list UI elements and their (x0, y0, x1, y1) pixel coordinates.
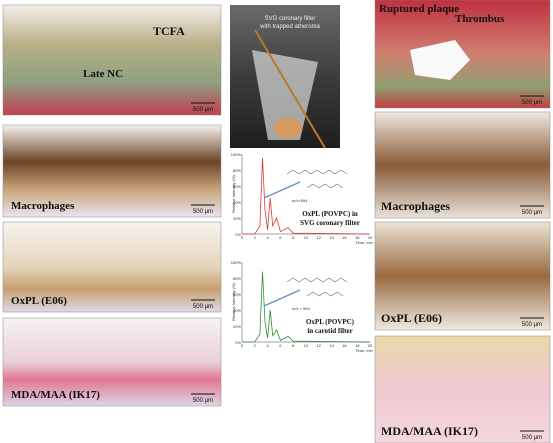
y-tick-label: 20% (233, 216, 241, 221)
micrograph (2, 221, 222, 313)
y-tick-label: 0% (235, 340, 241, 345)
x-tick-label: 20 (368, 343, 373, 348)
chromatogram-caption: in carotid filter (307, 327, 352, 335)
x-tick-label: 14 (329, 343, 334, 348)
y-tick-label: 100% (231, 260, 242, 265)
y-axis-label: Relative Intensity (%) (231, 282, 236, 320)
arrow (263, 289, 301, 307)
panel-label: MDA/MAA (IK17) (381, 424, 478, 438)
micrograph (2, 317, 222, 407)
x-tick-label: 6 (279, 235, 282, 240)
y-tick-label: 20% (233, 324, 241, 329)
photo-caption: SVG coronary filter (265, 16, 316, 22)
x-tick-label: 12 (317, 235, 322, 240)
y-tick-label: 40% (233, 308, 241, 313)
x-tick-label: 6 (279, 343, 282, 348)
scale-label: 500 µm (522, 322, 542, 328)
x-tick-label: 4 (266, 343, 269, 348)
panel-label: Macrophages (11, 200, 75, 212)
y-tick-label: 40% (233, 200, 241, 205)
scale-label: 500 µm (193, 107, 213, 113)
scale-label: 500 µm (193, 209, 213, 215)
y-axis-label: Relative Intensity (%) (231, 174, 236, 212)
x-axis-label: Time, min (355, 348, 372, 353)
photo-caption: with trapped atheroma (259, 24, 320, 30)
y-tick-label: 80% (233, 168, 241, 173)
chromatogram-caption: OxPL (POVPC) in (302, 210, 358, 218)
trace (242, 271, 371, 343)
structure (286, 169, 348, 189)
filter (252, 50, 318, 140)
x-tick-label: 14 (329, 235, 334, 240)
x-tick-label: 0 (241, 343, 244, 348)
chromatogram-caption: OxPL (POVPC) (306, 318, 355, 326)
x-tick-label: 20 (368, 235, 373, 240)
x-tick-label: 10 (304, 235, 309, 240)
micrograph (374, 335, 551, 443)
x-tick-label: 8 (292, 235, 295, 240)
x-tick-label: 18 (355, 235, 360, 240)
x-tick-label: 16 (342, 343, 347, 348)
trace (242, 157, 371, 235)
y-tick-label: 60% (233, 292, 241, 297)
scale-label: 500 µm (193, 304, 213, 310)
y-tick-label: 80% (233, 276, 241, 281)
micrograph (374, 221, 551, 331)
x-tick-label: 18 (355, 343, 360, 348)
y-tick-label: 0% (235, 232, 241, 237)
panel-label: Macrophages (381, 199, 450, 213)
panel-label: Ruptured plaque (379, 3, 459, 15)
x-axis-label: Time, min (355, 240, 372, 245)
lumen (410, 40, 470, 80)
x-tick-label: 4 (266, 235, 269, 240)
x-tick-label: 12 (317, 343, 322, 348)
atheroma (274, 118, 302, 138)
mz-label: m/z = 594 (292, 306, 310, 311)
micrograph (374, 111, 551, 219)
wire (254, 29, 326, 149)
panel-label: TCFA (153, 24, 185, 38)
mz-label: m/z=594 (292, 198, 308, 203)
panel-label: OxPL (E06) (11, 295, 67, 307)
chromatogram-caption: SVG coronary filter (300, 219, 360, 227)
x-tick-label: 0 (241, 235, 244, 240)
x-tick-label: 16 (342, 235, 347, 240)
panel-label: Thrombus (455, 13, 505, 25)
scale-label: 500 µm (522, 210, 542, 216)
panel-label: Late NC (83, 68, 123, 80)
scale-label: 500 µm (522, 100, 542, 106)
x-tick-label: 2 (254, 343, 257, 348)
structure (286, 277, 348, 297)
x-tick-label: 8 (292, 343, 295, 348)
photo: SVG coronary filter with trapped atherom… (230, 5, 340, 149)
panel-label: OxPL (E06) (381, 311, 442, 325)
scale-label: 500 µm (522, 435, 542, 441)
x-tick-label: 10 (304, 343, 309, 348)
y-tick-label: 60% (233, 184, 241, 189)
panel-label: MDA/MAA (IK17) (11, 389, 100, 401)
scale-label: 500 µm (193, 398, 213, 404)
x-tick-label: 2 (254, 235, 257, 240)
y-tick-label: 100% (231, 152, 242, 157)
micrograph (2, 124, 222, 218)
arrow (263, 181, 301, 199)
micrograph (2, 4, 222, 116)
